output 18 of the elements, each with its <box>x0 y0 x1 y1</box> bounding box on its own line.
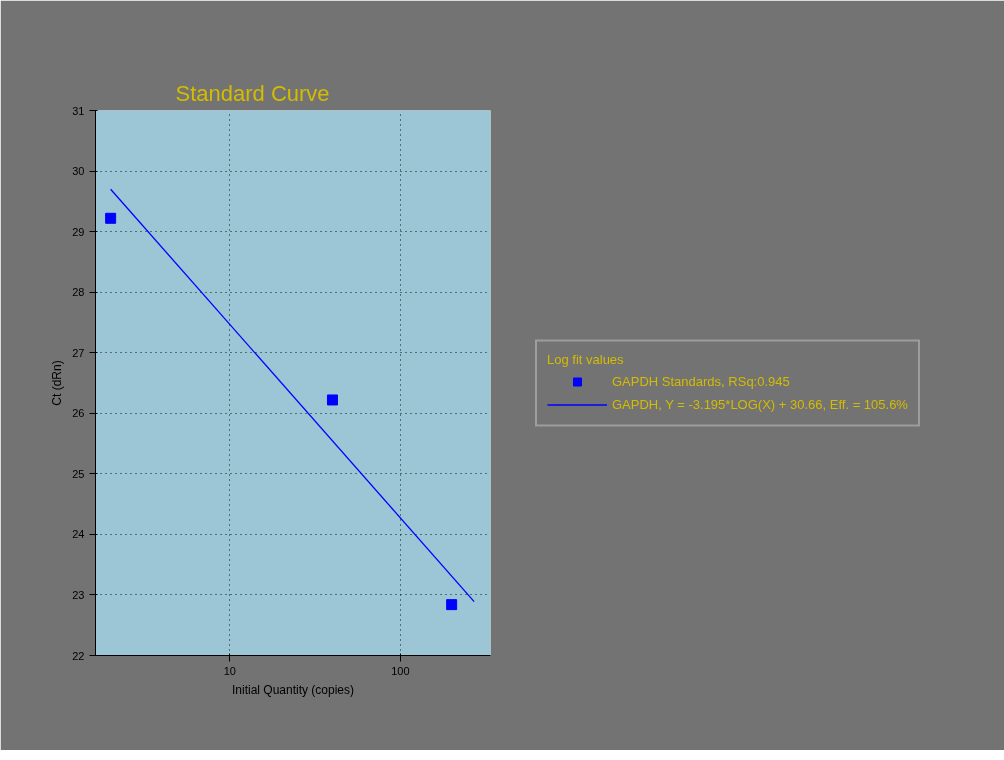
y-tick-label: 31 <box>72 104 85 117</box>
x-axis-title: Initial Quantity (copies) <box>231 682 355 697</box>
y-tick-label: 28 <box>72 286 85 299</box>
y-tick-label: 29 <box>72 225 85 238</box>
chart-title: Standard Curve <box>175 80 330 106</box>
x-tick-label: 10 <box>223 664 236 677</box>
y-tick-label: 25 <box>72 467 85 480</box>
y-tick-label: 26 <box>72 407 85 420</box>
y-tick-label: 27 <box>72 346 85 359</box>
y-tick-label: 24 <box>72 528 85 541</box>
y-tick-label: 23 <box>72 588 85 601</box>
legend-label: GAPDH Standards, RSq:0.945 <box>612 373 790 389</box>
legend-title: Log fit values <box>547 351 625 366</box>
x-tick-label: 100 <box>391 664 410 677</box>
y-tick-label: 22 <box>72 649 85 662</box>
legend-label: GAPDH, Y = -3.195*LOG(X) + 30.66, Eff. = 105.6% <box>612 396 908 412</box>
y-tick-label: 30 <box>72 165 85 178</box>
y-axis-title: Ct (dRn) <box>50 360 65 406</box>
